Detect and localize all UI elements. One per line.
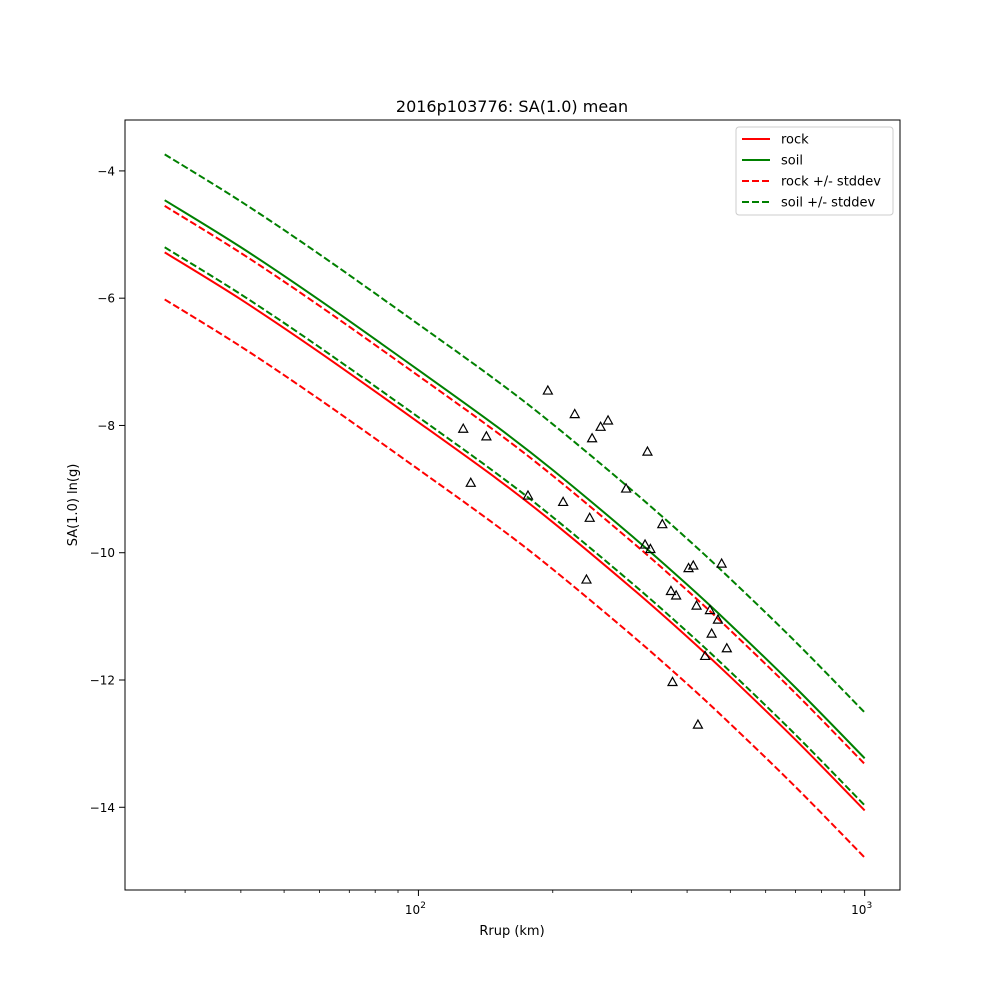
observation-marker [465,476,477,487]
observation-marker [699,650,711,661]
legend-label: soil [781,154,803,169]
series-line-5 [164,246,866,807]
series-line-4 [164,153,866,714]
chart-title: 2016p103776: SA(1.0) mean [396,97,628,116]
observation-marker [644,543,656,554]
series-line-2 [164,205,866,765]
observation-marker [557,496,569,507]
series-line-0 [164,251,866,812]
x-tick-exponent: 3 [866,901,872,911]
observation-marker [620,482,632,493]
observation-marker [641,445,653,456]
observation-marker [706,627,718,638]
y-axis: −4 −6 −8 −10 −12 −14 [90,164,125,815]
observation-marker [580,573,592,584]
legend-label: rock [781,133,809,148]
observation-marker [704,604,716,615]
observation-marker [670,589,682,600]
plot-frame [124,119,901,891]
x-tick-exponent: 2 [420,901,426,911]
observation-marker [569,408,581,419]
y-axis-label: SA(1.0) ln(g) [66,464,81,547]
x-axis-label: Rrup (km) [479,924,544,939]
observation-marker [656,518,668,529]
legend-box [735,126,894,216]
observation-marker [721,642,733,653]
observation-marker [665,585,677,596]
observation-marker [602,414,614,425]
observation-points [457,384,733,729]
observation-marker [457,422,469,433]
observation-marker [716,557,728,568]
observation-marker [584,511,596,522]
series-line-1 [164,199,866,759]
legend-label: rock +/- stddev [781,175,881,190]
observation-marker [687,559,699,570]
legend: rock soil rock +/- stddev soil +/- stddev [735,126,894,216]
y-tick-label: −8 [97,419,115,433]
y-tick-label: −10 [90,546,115,560]
observation-marker [522,489,534,500]
y-tick-label: −6 [97,292,115,306]
observation-marker [666,676,679,687]
series-lines [164,153,866,859]
y-tick-label: −14 [90,801,115,815]
observation-marker [639,538,651,549]
observation-marker [692,718,704,729]
y-tick-label: −12 [90,674,115,688]
y-tick-label: −4 [97,164,115,178]
observation-marker [542,384,554,395]
observation-marker [683,562,695,573]
observation-marker [480,430,492,441]
observation-marker [691,599,703,610]
observation-marker [712,613,724,624]
legend-label: soil +/- stddev [781,196,876,211]
series-line-3 [164,298,866,859]
observation-marker [586,432,598,443]
observation-marker [595,420,607,431]
